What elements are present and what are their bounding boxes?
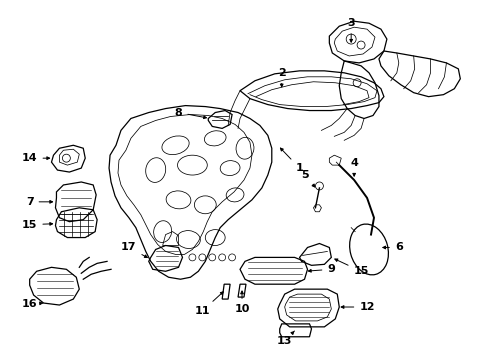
Text: 11: 11 [194, 292, 223, 316]
Text: 7: 7 [26, 197, 53, 207]
Text: 2: 2 [277, 68, 285, 87]
Text: 12: 12 [341, 302, 374, 312]
Text: 3: 3 [346, 18, 354, 42]
Text: 16: 16 [22, 299, 43, 309]
Text: 17: 17 [121, 243, 147, 257]
Text: 14: 14 [22, 153, 49, 163]
Text: 1: 1 [280, 148, 303, 173]
Text: 13: 13 [276, 331, 294, 346]
Text: 6: 6 [382, 243, 402, 252]
Text: 15: 15 [22, 220, 53, 230]
Text: 9: 9 [308, 264, 335, 274]
Text: 8: 8 [174, 108, 206, 118]
Text: 4: 4 [349, 158, 357, 176]
Text: 5: 5 [300, 170, 314, 187]
Text: 10: 10 [234, 291, 249, 314]
Text: 15: 15 [334, 259, 368, 276]
